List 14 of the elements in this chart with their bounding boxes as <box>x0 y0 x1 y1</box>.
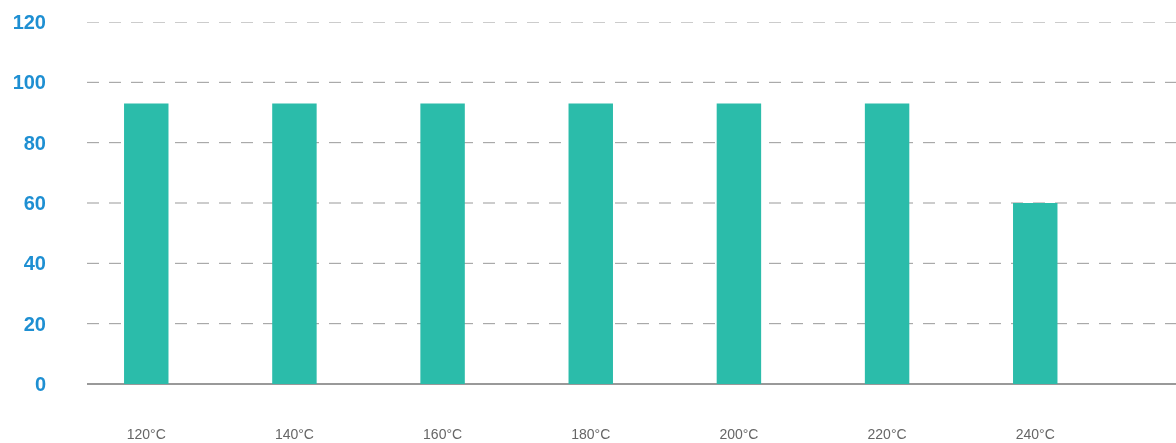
x-tick-label: 180°C <box>571 426 611 442</box>
y-tick-label: 0 <box>34 373 46 395</box>
y-tick-label: 80 <box>23 131 46 154</box>
x-tick-label: 220°C <box>867 426 907 442</box>
x-tick-label: 200°C <box>719 426 759 442</box>
y-tick-label: 20 <box>23 312 46 335</box>
y-tick-label: 100 <box>12 71 46 94</box>
x-tick-label: 240°C <box>1015 426 1055 442</box>
y-tick-label: 120 <box>12 11 46 33</box>
x-tick-label: 120°C <box>126 426 166 442</box>
y-tick-label: 60 <box>23 192 46 214</box>
x-tick-label: 160°C <box>423 426 463 442</box>
x-tick-label: 140°C <box>274 426 314 442</box>
y-tick-label: 40 <box>23 252 46 275</box>
